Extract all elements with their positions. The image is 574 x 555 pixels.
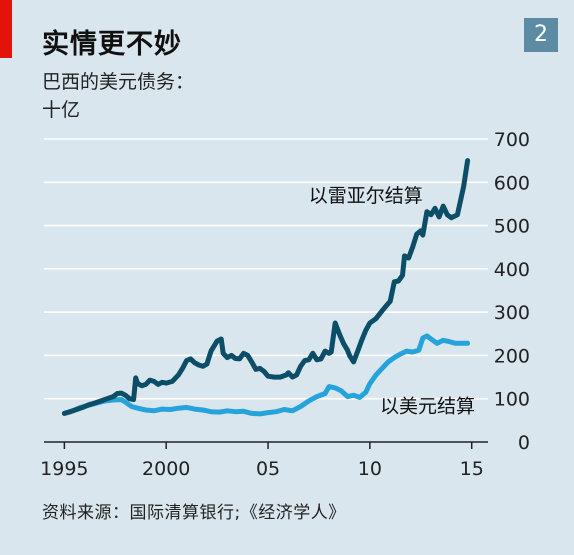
series-label-0: 以雷亚尔结算 — [309, 185, 423, 207]
series-line-1 — [61, 333, 471, 417]
y-tick-label: 200 — [494, 345, 530, 367]
x-tick-label: 2000 — [142, 458, 190, 480]
series-lines — [61, 158, 471, 417]
y-tick-labels: 0 100 200 300 400 500 600 700 — [494, 129, 530, 454]
chart-subtitle: 巴西的美元债务： 十亿 — [42, 68, 194, 124]
series-line-0 — [61, 158, 471, 416]
subtitle-line-1: 巴西的美元债务： — [42, 71, 195, 93]
source-note: 资料来源：国际清算银行;《经济学人》 — [42, 503, 346, 523]
x-tick-label: 05 — [256, 458, 280, 480]
x-tick-label: 10 — [358, 458, 382, 480]
x-tick-label: 15 — [460, 458, 484, 480]
x-axis: 1995 2000 05 10 15 — [40, 441, 488, 480]
y-tick-label: 0 — [518, 432, 530, 454]
y-tick-label: 500 — [494, 216, 530, 238]
x-tick-label: 1995 — [40, 458, 88, 480]
y-tick-label: 100 — [494, 389, 530, 411]
y-tick-label: 300 — [494, 302, 530, 324]
chart-title: 实情更不妙 — [42, 29, 182, 60]
y-tick-label: 600 — [494, 172, 530, 194]
grid-lines — [44, 138, 488, 400]
y-tick-label: 400 — [494, 259, 530, 281]
chart-number-badge: 2 — [524, 18, 558, 52]
red-corner-tab — [0, 0, 12, 58]
series-label-1: 以美元结算 — [380, 396, 475, 418]
y-tick-label: 700 — [494, 129, 530, 151]
y-unit-label: 十亿 — [42, 99, 81, 121]
